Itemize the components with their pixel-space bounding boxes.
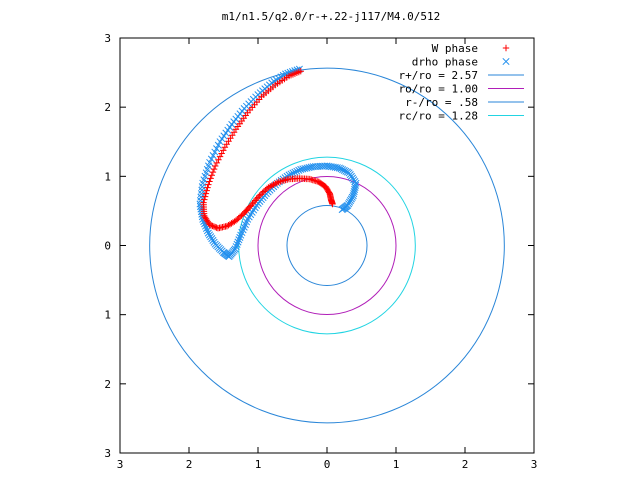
drho-phase-point-129 (291, 168, 299, 176)
drho-phase-point-135 (303, 164, 311, 172)
w-phase-point-40 (215, 156, 222, 163)
drho-phase-point-40 (209, 152, 217, 160)
y-tick-label-5: 2 (104, 378, 111, 391)
w-phase-point-48 (205, 181, 212, 188)
w-phase-point-162 (329, 200, 336, 208)
circle-1 (257, 176, 397, 315)
drho-phase-point-39 (211, 148, 219, 156)
drho-phase-point-37 (214, 141, 222, 149)
w-phase-point-53 (201, 196, 208, 203)
drho-phase-point-91 (232, 243, 240, 251)
w-phase-points (200, 68, 336, 232)
w-phase-point-102 (256, 192, 263, 199)
y-tick-label-1: 2 (104, 101, 111, 114)
w-phase-point-103 (257, 191, 265, 198)
w-phase-point-46 (207, 175, 214, 182)
drho-phase-point-65 (203, 227, 211, 235)
drho-phase-point-95 (236, 233, 244, 241)
drho-phase-point-94 (235, 236, 243, 244)
legend-label-2: r+/ro = 2.57 (399, 69, 478, 82)
w-phase-point-97 (249, 200, 256, 207)
y-tick-label-3: 0 (104, 240, 111, 253)
w-phase-point-52 (201, 193, 209, 200)
x-tick-label-3: 0 (324, 458, 331, 471)
w-phase-point-99 (252, 197, 259, 204)
y-tick-label-2: 1 (104, 170, 111, 183)
drho-phase-point-130 (293, 167, 301, 175)
w-phase-point-105 (260, 188, 268, 195)
legend-marker-0 (502, 44, 510, 52)
y-tick-label-0: 3 (104, 32, 111, 45)
x-tick-label-5: 2 (462, 458, 469, 471)
drho-phase-point-92 (233, 240, 241, 248)
drho-phase-point-133 (299, 165, 307, 173)
w-phase-point-42 (212, 162, 219, 170)
circle-0 (149, 67, 505, 424)
w-phase-point-41 (213, 159, 221, 167)
w-phase-point-98 (250, 198, 258, 206)
x-tick-label-2: 1 (255, 458, 262, 471)
legend-label-3: ro/ro = 1.00 (399, 83, 478, 96)
circle-2 (286, 204, 368, 287)
chart-title: m1/n1.5/q2.0/r-+.22-j117/M4.0/512 (222, 10, 441, 23)
w-phase-point-49 (204, 184, 211, 191)
w-phase-point-101 (254, 194, 262, 201)
w-phase-point-39 (216, 153, 224, 160)
w-phase-point-100 (253, 195, 260, 203)
x-tick-label-1: 2 (186, 458, 193, 471)
legend-label-4: r-/ro = .58 (405, 96, 478, 109)
phase-points (196, 65, 360, 261)
w-phase-point-67 (207, 222, 215, 229)
w-phase-point-50 (203, 187, 210, 194)
drho-phase-point-36 (216, 138, 224, 146)
drho-phase-point-165 (351, 185, 359, 194)
w-phase-point-47 (206, 178, 213, 185)
w-phase-point-37 (220, 147, 227, 154)
w-phase-point-51 (202, 190, 210, 197)
drho-phase-point-162 (352, 179, 360, 187)
y-tick-label-4: 1 (104, 309, 111, 322)
drho-phase-point-164 (351, 183, 359, 191)
w-phase-point-36 (221, 144, 229, 151)
drho-phase-point-38 (213, 145, 221, 153)
drho-phase-point-136 (305, 164, 313, 172)
drho-phase-point-128 (289, 169, 297, 177)
w-phase-point-38 (218, 150, 225, 157)
legend-label-0: W phase (432, 42, 478, 55)
legend-label-1: drho phase (412, 56, 478, 69)
w-phase-point-70 (212, 223, 219, 231)
drho-phase-point-41 (207, 155, 215, 163)
drho-phase-point-163 (351, 181, 360, 189)
drho-phase-point-167 (350, 190, 358, 198)
w-phase-point-69 (210, 223, 218, 230)
x-tick-label-6: 3 (531, 458, 538, 471)
w-phase-point-45 (208, 172, 215, 179)
drho-phase-point-93 (234, 238, 242, 246)
legend-marker-1 (502, 57, 510, 66)
drho-phase-point-134 (301, 164, 309, 173)
drho-phase-point-90 (231, 245, 239, 253)
w-phase-point-107 (263, 185, 271, 192)
drho-phase-point-132 (297, 165, 305, 173)
x-tick-label-4: 1 (393, 458, 400, 471)
drho-phase-point-166 (350, 187, 358, 196)
w-phase-point-44 (209, 168, 217, 176)
drho-phase-point-131 (295, 166, 303, 174)
y-tick-label-6: 3 (104, 447, 111, 460)
w-phase-point-43 (210, 165, 218, 173)
circle-3 (238, 156, 416, 335)
drho-phase-point-180 (338, 205, 346, 214)
w-phase-point-104 (259, 189, 266, 197)
w-phase-point-106 (262, 186, 269, 194)
w-phase-point-66 (206, 221, 213, 228)
w-phase-point-68 (209, 222, 216, 230)
legend-label-5: rc/ro = 1.28 (399, 110, 478, 123)
x-tick-label-0: 3 (117, 458, 124, 471)
w-phase-point-96 (247, 202, 255, 209)
